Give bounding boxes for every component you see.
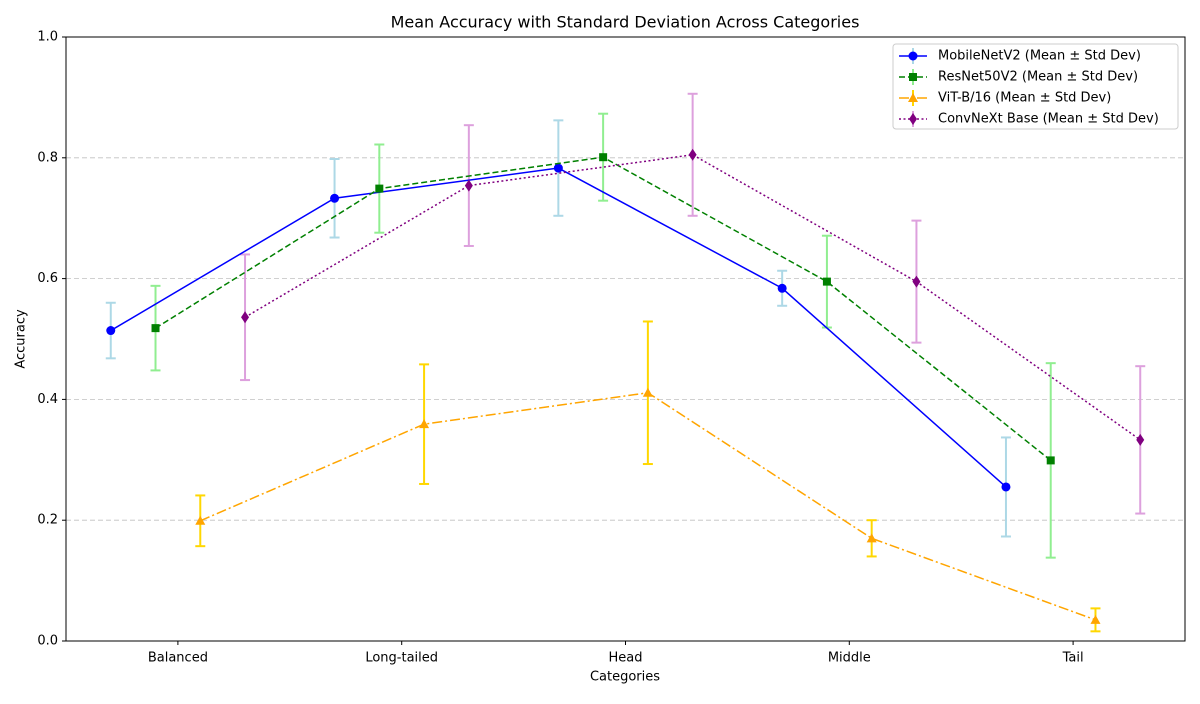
y-tick-label: 0.2 [37, 513, 58, 528]
marker [106, 326, 116, 336]
marker [909, 113, 917, 125]
y-tick-label: 0.0 [37, 634, 58, 649]
legend-label: ConvNeXt Base (Mean ± Std Dev) [938, 112, 1159, 127]
marker [908, 93, 918, 102]
marker [777, 283, 787, 293]
marker [1136, 433, 1145, 446]
marker [419, 419, 430, 429]
legend-box [892, 43, 1179, 130]
marker [908, 51, 918, 61]
marker [151, 324, 160, 333]
legend-label: ResNet50V2 (Mean ± Std Dev) [938, 70, 1138, 85]
x-tick-label: Middle [828, 651, 871, 666]
x-tick-label: Head [609, 651, 643, 666]
marker [1001, 482, 1011, 492]
marker [464, 179, 473, 192]
x-tick-label: Tail [1062, 651, 1084, 666]
marker [1046, 456, 1055, 465]
marker [688, 148, 697, 161]
x-axis-label: Categories [590, 670, 660, 685]
marker [1090, 614, 1101, 624]
x-tick-label: Balanced [148, 651, 208, 666]
marker [912, 275, 921, 288]
marker [909, 73, 917, 81]
x-tick-label: Long-tailed [365, 651, 438, 666]
marker [866, 533, 877, 543]
marker [599, 153, 608, 162]
legend-label: MobileNetV2 (Mean ± Std Dev) [938, 49, 1141, 64]
plot-frame [65, 36, 1186, 642]
marker [553, 163, 563, 173]
series-line [244, 154, 1141, 441]
marker [375, 184, 384, 193]
y-tick-label: 0.4 [37, 392, 58, 407]
marker [241, 311, 250, 324]
y-axis-label: Accuracy [14, 309, 29, 369]
y-tick-label: 0.6 [37, 271, 58, 286]
y-tick-label: 0.8 [37, 150, 58, 165]
chart-title: Mean Accuracy with Standard Deviation Ac… [391, 13, 860, 32]
y-tick-label: 1.0 [37, 30, 58, 45]
marker [822, 277, 831, 286]
marker [330, 193, 340, 203]
legend-label: ViT-B/16 (Mean ± Std Dev) [938, 91, 1111, 106]
marker [642, 387, 653, 397]
marker [195, 515, 206, 525]
